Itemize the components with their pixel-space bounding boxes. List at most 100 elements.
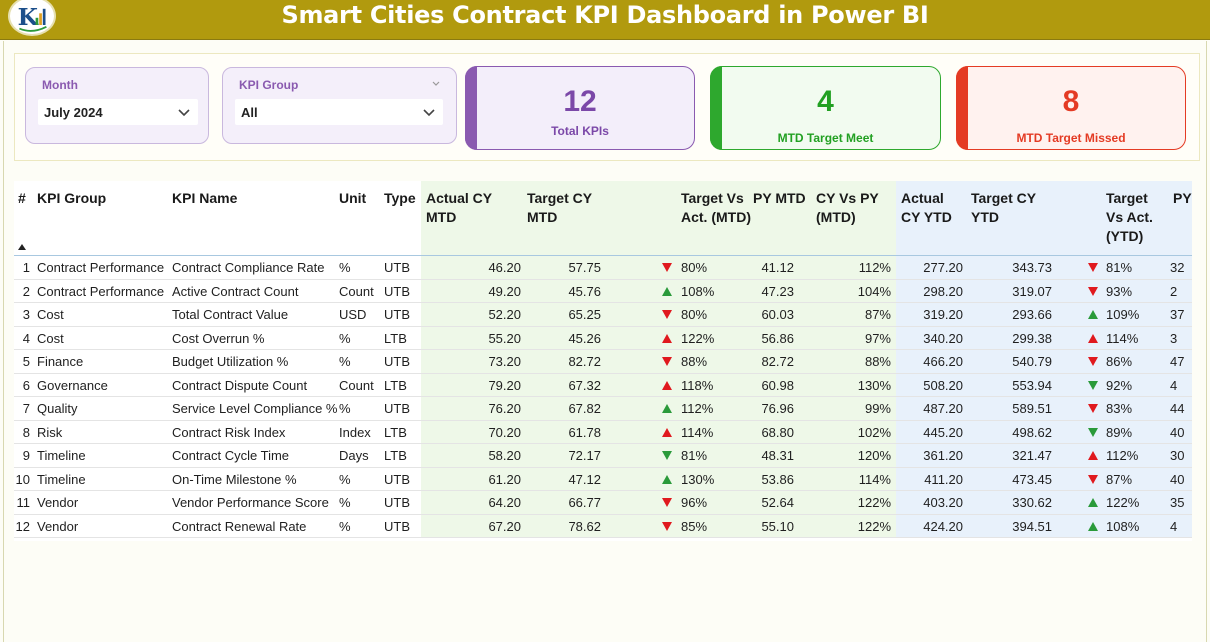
row-number: 7 (22, 401, 30, 416)
month-slicer[interactable]: Month July 2024 (25, 67, 209, 144)
target-vs-act-mtd-cell: 88% (681, 354, 708, 369)
py-ytd-cell: 32 (1170, 260, 1185, 275)
target-vs-act-ytd-cell: 87% (1106, 471, 1133, 487)
triangle-down-red-icon (662, 521, 672, 531)
table-row[interactable]: 7 Quality Service Level Compliance %% UTB 76… (14, 397, 1192, 421)
table-row[interactable]: 12 Vendor Contract Renewal Rate% UTB 67.20 78… (14, 515, 1192, 538)
table-row[interactable]: 9 Timeline Contract Cycle Time Days LTB 58.20… (14, 444, 1192, 468)
mtd-target-missed-card: 8 MTD Target Missed (956, 66, 1186, 150)
col-header-cy-vs-py-mtd[interactable]: CY Vs PY (MTD) (816, 190, 879, 225)
unit-cell: % (339, 354, 351, 369)
triangle-down-green-icon (1088, 427, 1098, 437)
table-row[interactable]: 4 Cost Cost Overrun %% LTB 55.20 45.26 122% 56.… (14, 327, 1192, 350)
chevron-down-icon[interactable] (421, 104, 437, 120)
col-header-kpi-group[interactable]: KPI Group (37, 190, 107, 206)
triangle-up-green-icon (1088, 310, 1098, 319)
kpi-name-cell: Budget Utilization % (172, 354, 289, 369)
dashboard-canvas: Month July 2024 KPI Group All 12 Total K… (3, 41, 1207, 642)
target-cy-ytd-cell: 293.66 (1012, 307, 1052, 322)
card-accent (956, 66, 968, 150)
sort-ascending-icon[interactable] (18, 244, 26, 250)
col-header-actual-cy-ytd[interactable]: Actual CY YTD (901, 190, 952, 225)
kpi-name-cell: Total Contract Value (172, 307, 289, 322)
table-row[interactable]: 5 Finance Budget Utilization %% UTB 73.20 82.… (14, 350, 1192, 374)
actual-cy-ytd-cell: 445.20 (923, 424, 963, 440)
col-header-kpi-name[interactable]: KPI Name (172, 190, 238, 206)
triangle-down-green-icon (662, 451, 672, 460)
type-cell: UTB (384, 518, 410, 534)
cy-vs-py-mtd-cell: 99% (864, 401, 891, 416)
col-header-type[interactable]: Type (384, 190, 416, 206)
target-cy-ytd-cell: 498.62 (1012, 424, 1052, 440)
kpi-group-cell: Timeline (37, 471, 86, 487)
py-ytd-cell: 4 (1170, 518, 1178, 534)
row-divider (14, 466, 1192, 468)
table-row[interactable]: 1 Contract Performance Contract Compliance… (14, 256, 1192, 280)
kpi-table[interactable]: # KPI Group KPI Name Unit Type Actual CY… (14, 181, 1192, 541)
actual-cy-ytd-cell: 277.20 (923, 260, 963, 275)
col-header-target-cy-ytd[interactable]: Target CY YTD (971, 190, 1036, 225)
table-row[interactable]: 6 Governance Contract Dispute Count Count LT… (14, 374, 1192, 397)
table-row[interactable]: 10 Timeline On-Time Milestone %% UTB 61.20 47… (14, 468, 1192, 491)
col-header-py-ytd[interactable]: PY (1173, 190, 1192, 206)
kpi-name-cell: Contract Dispute Count (172, 377, 308, 393)
triangle-down-red-icon (662, 263, 672, 272)
triangle-up-red-icon (662, 333, 672, 343)
col-header-target-vs-act-ytd[interactable]: Target Vs Act. (YTD) (1106, 190, 1153, 244)
triangle-up-red-icon (1088, 333, 1098, 343)
actual-cy-mtd-cell: 58.20 (488, 448, 521, 463)
table-row[interactable]: 3 Cost Total Contract Value USD UTB 52.20 65.2… (14, 303, 1192, 327)
table-row[interactable]: 8 Risk Contract Risk Index Index LTB 70.20 61.… (14, 421, 1192, 444)
py-ytd-cell: 40 (1170, 424, 1185, 440)
row-number: 10 (15, 471, 30, 487)
actual-cy-mtd-cell: 67.20 (488, 518, 521, 534)
unit-cell: % (339, 471, 351, 487)
triangle-up-green-icon (1088, 498, 1098, 507)
col-header-py-mtd[interactable]: PY MTD (753, 190, 806, 206)
actual-cy-mtd-cell: 70.20 (488, 424, 521, 440)
col-header-num[interactable]: # (18, 190, 26, 206)
col-header-target-vs-act-mtd[interactable]: Target Vs Act. (MTD) (681, 190, 751, 225)
triangle-down-red-icon (1088, 404, 1098, 413)
target-vs-act-mtd-cell: 85% (681, 518, 708, 534)
table-row[interactable]: 2 Contract Performance Active Contract Cou… (14, 280, 1192, 303)
target-vs-act-mtd-cell: 114% (681, 424, 714, 440)
target-cy-mtd-cell: 72.17 (568, 448, 601, 463)
target-cy-mtd-cell: 82.72 (568, 354, 601, 369)
kpi-name-cell: On-Time Milestone % (172, 471, 297, 487)
unit-cell: % (339, 401, 351, 416)
page-title: Smart Cities Contract KPI Dashboard in P… (281, 1, 929, 29)
unit-cell: % (339, 518, 351, 534)
target-vs-act-ytd-cell: 81% (1106, 260, 1133, 275)
actual-cy-ytd-cell: 298.20 (923, 283, 963, 299)
kpi-group-slicer[interactable]: KPI Group All (222, 67, 457, 144)
col-header-actual-cy-mtd[interactable]: Actual CY MTD (426, 190, 492, 225)
kpi-group-dropdown[interactable]: All (235, 99, 443, 125)
target-cy-ytd-cell: 330.62 (1012, 495, 1052, 510)
col-header-unit[interactable]: Unit (339, 190, 367, 206)
triangle-down-red-icon (1088, 286, 1098, 296)
target-cy-mtd-cell: 66.77 (568, 495, 601, 510)
target-cy-mtd-cell: 65.25 (568, 307, 601, 322)
unit-cell: Index (339, 424, 371, 440)
month-dropdown[interactable]: July 2024 (38, 99, 198, 125)
chevron-down-icon[interactable] (176, 104, 192, 120)
chevron-down-icon[interactable] (430, 78, 442, 90)
unit-cell: Days (339, 448, 369, 463)
row-divider (14, 325, 1192, 327)
kpi-group-cell: Finance (37, 354, 84, 369)
actual-cy-ytd-cell: 361.20 (923, 448, 963, 463)
actual-cy-mtd-cell: 79.20 (488, 377, 521, 393)
table-row[interactable]: 11 Vendor Vendor Performance Score% UTB 64.2… (14, 491, 1192, 515)
triangle-down-red-icon (1088, 474, 1098, 484)
kpi-name-cell: Contract Risk Index (172, 424, 286, 440)
total-kpis-card: 12 Total KPIs (465, 66, 695, 150)
target-cy-ytd-cell: 394.51 (1012, 518, 1052, 534)
mtd-target-missed-value: 8 (1062, 85, 1080, 118)
row-divider (14, 372, 1192, 374)
target-cy-ytd-cell: 553.94 (1012, 377, 1052, 393)
py-ytd-cell: 40 (1170, 471, 1185, 487)
actual-cy-mtd-cell: 52.20 (488, 307, 521, 322)
col-header-target-cy-mtd[interactable]: Target CY MTD (527, 190, 592, 225)
row-number: 12 (15, 518, 30, 534)
